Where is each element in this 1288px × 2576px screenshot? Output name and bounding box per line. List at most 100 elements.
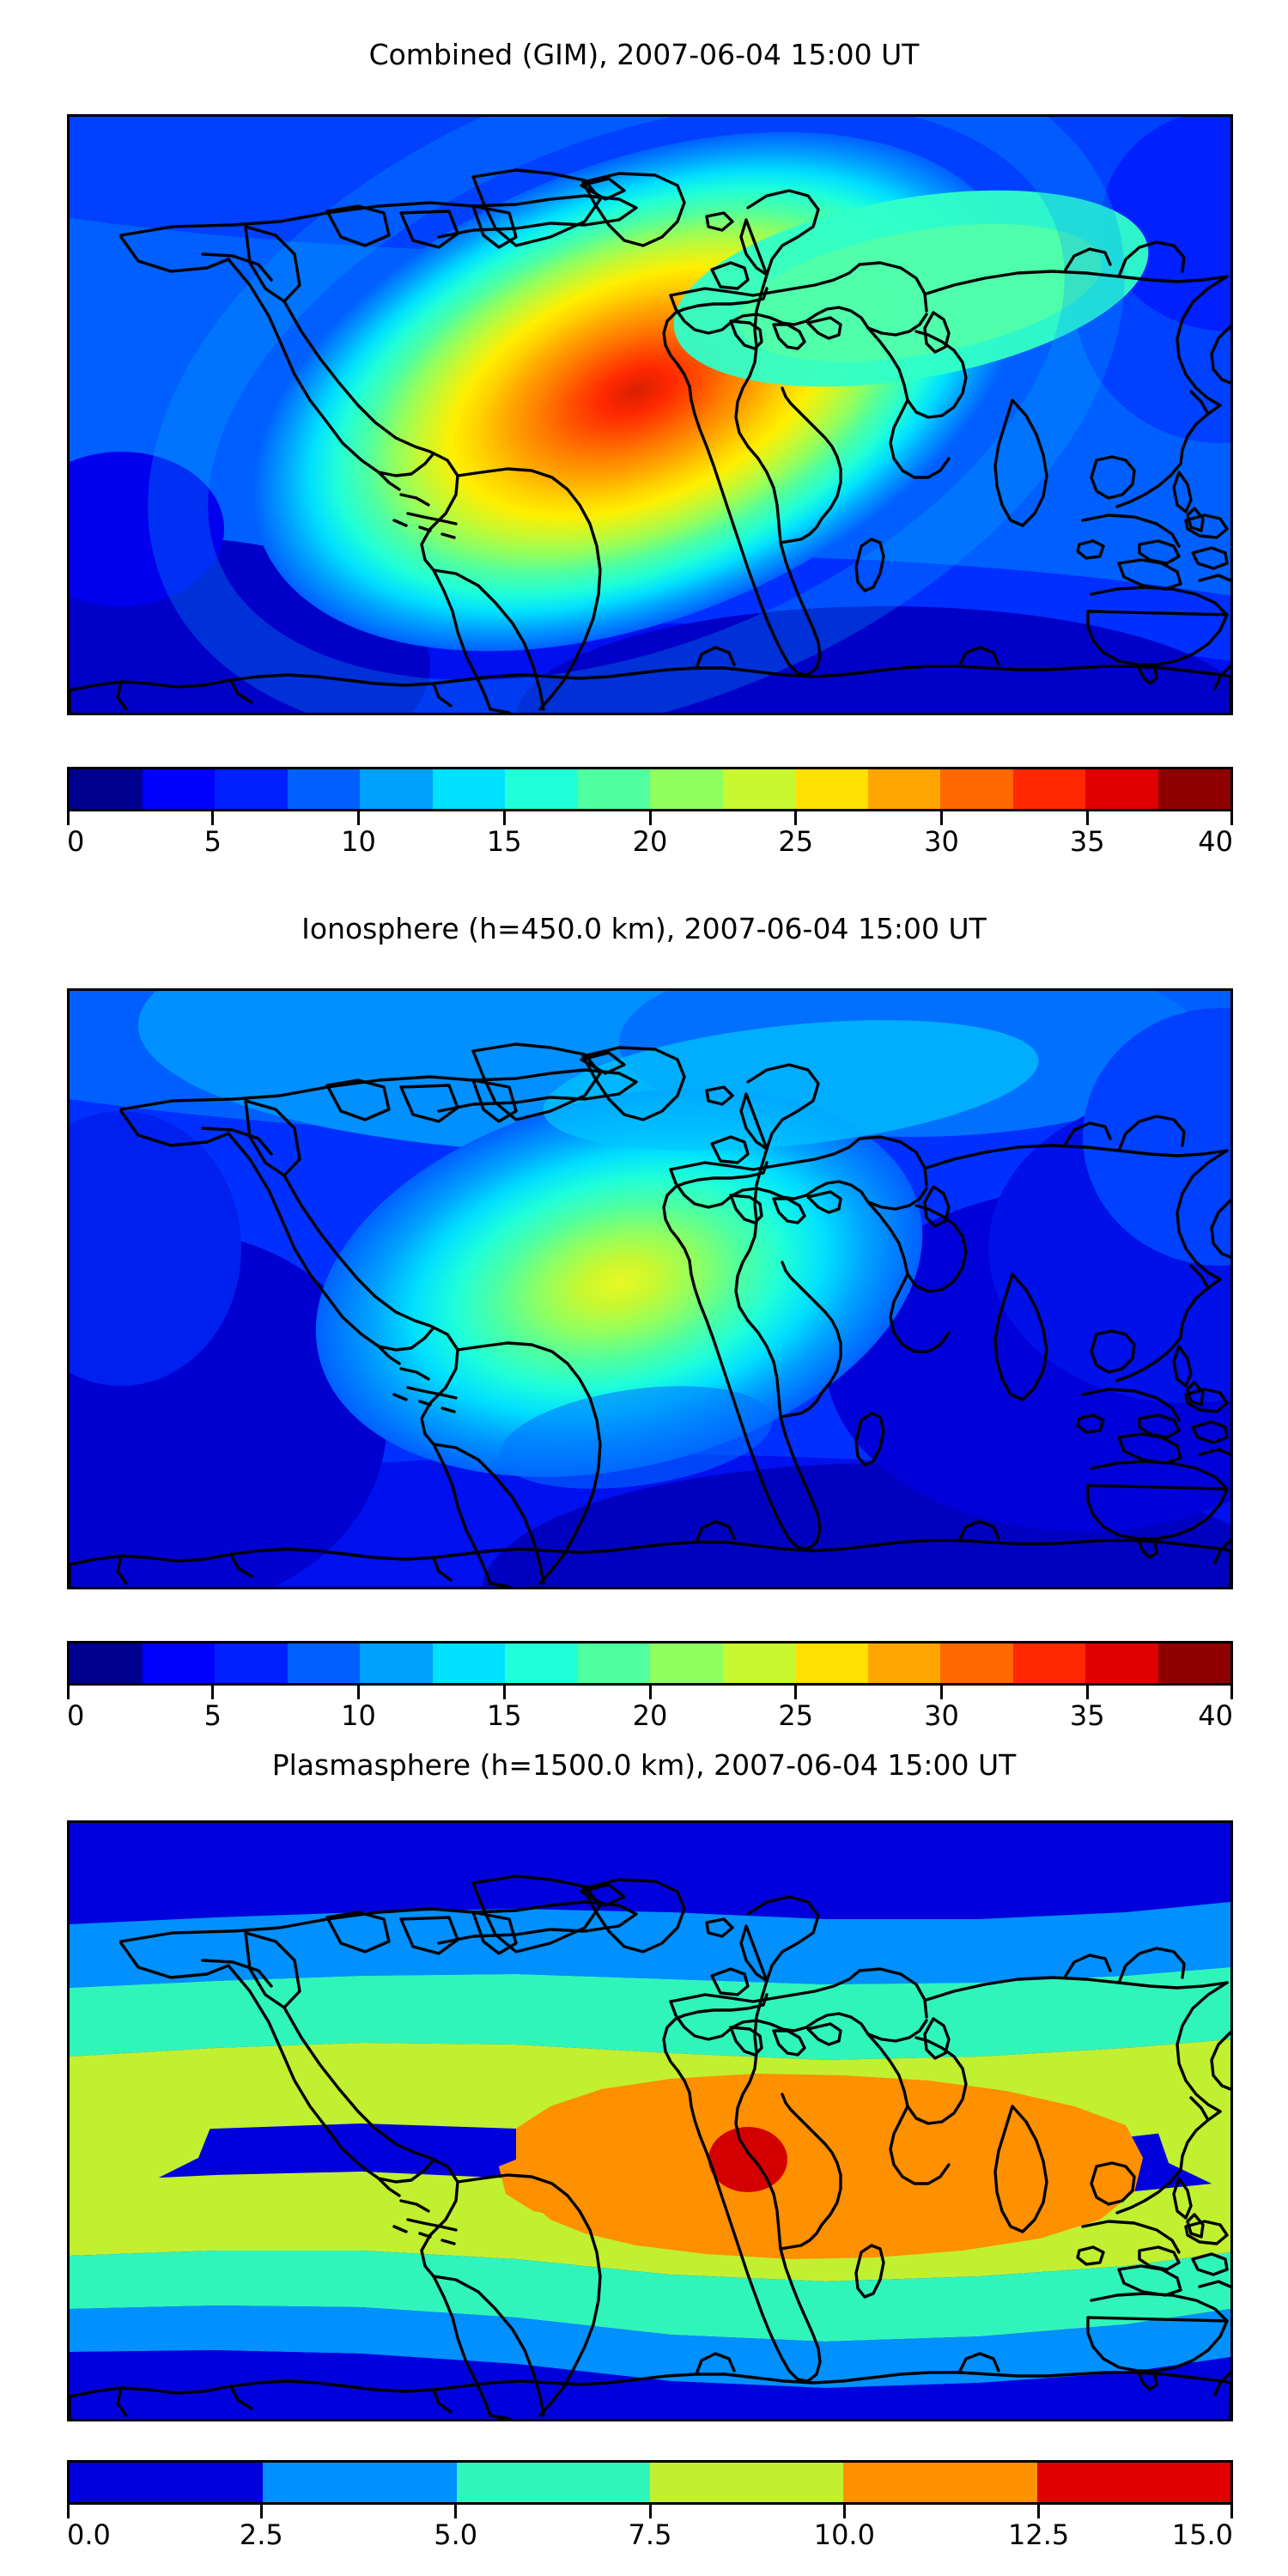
colorbar-swatch-14 (1085, 769, 1158, 809)
colorbar-tick-1 (211, 811, 215, 825)
colorbar-tick-2 (357, 1686, 360, 1699)
colorbar-tick-5 (1037, 2505, 1041, 2518)
colorbar-label-7: 35 (1069, 825, 1105, 858)
colorbar-swatch-5 (432, 1643, 505, 1683)
colorbar-label-2: 10 (341, 1699, 376, 1732)
colorbar-swatch-6 (505, 1643, 578, 1683)
colorbar-label-4: 20 (632, 1699, 668, 1732)
coastlines-ionosphere (70, 1042, 1230, 1587)
colorbar-swatch-12 (940, 769, 1013, 809)
colorbar-swatch-10 (795, 1643, 868, 1683)
colorbar-ionosphere: 0 5 10 15 20 25 30 35 40 (67, 1641, 1233, 1737)
colorbar-label-0: 0.0 (67, 2518, 111, 2551)
colorbar-swatch-4 (843, 2463, 1037, 2502)
colorbar-swatch-2 (215, 769, 288, 809)
colorbar-label-5: 12.5 (1008, 2518, 1070, 2551)
colorbar-label-1: 2.5 (239, 2518, 283, 2551)
colorbar-tick-1 (211, 1686, 215, 1699)
colorbar-tick-2 (357, 811, 360, 825)
colorbar-swatch-1 (142, 1643, 215, 1683)
colorbar-tick-0 (67, 1686, 70, 1699)
colorbar-labels-ionosphere: 0 5 10 15 20 25 30 35 40 (67, 1699, 1233, 1737)
colorbar-swatch-3 (287, 1643, 360, 1683)
colorbar-labels-combined: 0 5 10 15 20 25 30 35 40 (67, 825, 1233, 863)
colorbar-ticks-ionosphere (67, 1686, 1233, 1699)
map-plasmasphere (67, 1820, 1233, 2421)
colorbar-label-6: 30 (924, 1699, 959, 1732)
colorbar-label-2: 5.0 (434, 2518, 478, 2551)
colorbar-label-4: 10.0 (813, 2518, 875, 2551)
colorbar-swatch-4 (360, 1643, 433, 1683)
colorbar-tick-5 (794, 1686, 798, 1699)
map-combined-gim (67, 114, 1233, 715)
colorbar-swatches-ionosphere (67, 1641, 1233, 1686)
colorbar-tick-7 (1085, 1686, 1089, 1699)
colorbar-swatch-0 (70, 1643, 143, 1683)
colorbar-label-0: 0 (67, 1699, 85, 1732)
colorbar-swatch-0 (70, 769, 143, 809)
colorbar-label-5: 25 (778, 1699, 814, 1732)
colorbar-swatch-11 (867, 1643, 940, 1683)
colorbar-label-6: 30 (924, 825, 959, 858)
colorbar-swatch-3 (287, 769, 360, 809)
colorbar-swatches-plasmasphere (67, 2460, 1233, 2505)
contour-field-plasmasphere (70, 1823, 1230, 2419)
colorbar-ticks-combined (67, 811, 1233, 825)
colorbar-tick-6 (940, 1686, 943, 1699)
colorbar-labels-plasmasphere: 0.0 2.5 5.0 7.5 10.0 12.5 15.0 (67, 2518, 1233, 2556)
colorbar-tick-1 (259, 2505, 263, 2518)
colorbar-swatch-10 (795, 769, 868, 809)
colorbar-tick-3 (502, 811, 506, 825)
colorbar-swatch-1 (263, 2463, 457, 2502)
colorbar-label-3: 7.5 (628, 2518, 672, 2551)
colorbar-label-8: 40 (1198, 825, 1233, 858)
colorbar-tick-6 (1230, 2505, 1233, 2518)
colorbar-swatch-14 (1085, 1643, 1158, 1683)
colorbar-swatch-0 (70, 2463, 264, 2502)
colorbar-tick-8 (1230, 1686, 1233, 1699)
colorbar-label-8: 40 (1198, 1699, 1233, 1732)
colorbar-label-2: 10 (341, 825, 376, 858)
colorbar-label-4: 20 (632, 825, 668, 858)
colorbar-label-1: 5 (204, 1699, 222, 1732)
colorbar-swatches-combined (67, 767, 1233, 811)
coastlines-plasmasphere (70, 1874, 1230, 2419)
colorbar-label-6: 15.0 (1171, 2518, 1233, 2551)
colorbar-tick-7 (1085, 811, 1089, 825)
colorbar-swatch-7 (577, 769, 650, 809)
map-canvas-ionosphere (70, 991, 1230, 1587)
colorbar-tick-0 (67, 811, 70, 825)
colorbar-ticks-plasmasphere (67, 2505, 1233, 2518)
map-canvas-combined (70, 117, 1230, 713)
colorbar-plasmasphere: 0.0 2.5 5.0 7.5 10.0 12.5 15.0 (67, 2460, 1233, 2556)
colorbar-swatch-13 (1012, 769, 1085, 809)
colorbar-tick-3 (502, 1686, 506, 1699)
panel-title-combined-gim: Combined (GIM), 2007-06-04 15:00 UT (368, 38, 920, 71)
colorbar-label-0: 0 (67, 825, 85, 858)
colorbar-tick-6 (940, 811, 943, 825)
colorbar-swatch-11 (867, 769, 940, 809)
colorbar-tick-3 (648, 2505, 652, 2518)
colorbar-label-5: 25 (778, 825, 814, 858)
colorbar-swatch-13 (1012, 1643, 1085, 1683)
colorbar-swatch-2 (215, 1643, 288, 1683)
colorbar-tick-4 (648, 1686, 652, 1699)
colorbar-combined-gim: 0 5 10 15 20 25 30 35 40 (67, 767, 1233, 863)
colorbar-swatch-5 (1036, 2463, 1230, 2502)
coastlines-combined (70, 168, 1230, 713)
colorbar-swatch-6 (505, 769, 578, 809)
colorbar-tick-5 (794, 811, 798, 825)
colorbar-swatch-3 (649, 2463, 844, 2502)
colorbar-swatch-8 (650, 769, 723, 809)
colorbar-tick-4 (648, 811, 652, 825)
colorbar-label-7: 35 (1069, 1699, 1105, 1732)
map-canvas-plasmasphere (70, 1823, 1230, 2419)
colorbar-swatch-15 (1157, 1643, 1230, 1683)
colorbar-swatch-8 (650, 1643, 723, 1683)
colorbar-swatch-12 (940, 1643, 1013, 1683)
contour-field-combined (70, 117, 1230, 713)
colorbar-tick-2 (454, 2505, 458, 2518)
colorbar-swatch-15 (1157, 769, 1230, 809)
panel-title-ionosphere: Ionosphere (h=450.0 km), 2007-06-04 15:0… (301, 912, 987, 945)
